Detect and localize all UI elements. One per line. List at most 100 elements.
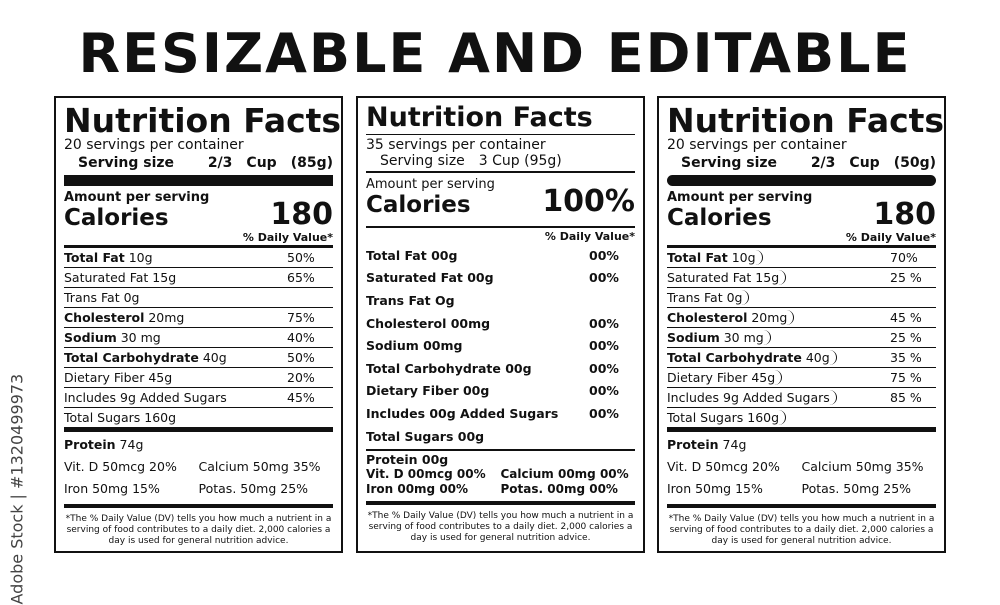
watermark: Adobe Stock | #1320499973 bbox=[7, 373, 27, 605]
label-heading: Nutrition Facts bbox=[667, 101, 945, 140]
serving-unit: Cup bbox=[849, 155, 880, 171]
nutrient-name: Sodium bbox=[667, 330, 720, 345]
nutrient: Saturated Fat 15g bbox=[667, 270, 787, 285]
nutrient-amount: 10g bbox=[731, 250, 756, 265]
nutrient-name: Trans Fat Og bbox=[366, 292, 455, 308]
nutrient-name: Total Carbohydrate 00g bbox=[366, 360, 532, 376]
footnote: *The % Daily Value (DV) tells you how mu… bbox=[65, 514, 332, 546]
nutrient: Dietary Fiber 45g bbox=[64, 370, 172, 385]
nutrition-label: Nutrition Facts 20 servings per container… bbox=[54, 96, 343, 553]
daily-value: 00% bbox=[589, 315, 619, 331]
nutrient-row: Total Fat 10g 70% bbox=[667, 248, 936, 268]
nutrient: Includes 9g Added Sugars bbox=[667, 390, 837, 405]
nutrient-amount: 20mg bbox=[148, 310, 185, 325]
vitamins: Vit. D 00mcg 00% Calcium 00mg 00% Iron 00m… bbox=[366, 467, 635, 497]
vitamins: Vit. D 50mcg 20% Calcium 50mg 35% Iron 50m… bbox=[667, 456, 936, 500]
nutrient-row: Trans Fat 0g bbox=[667, 288, 936, 308]
daily-value: 65% bbox=[287, 270, 315, 285]
nutrient-name: Saturated Fat 15g bbox=[667, 270, 780, 285]
daily-value: 25 % bbox=[890, 330, 922, 345]
daily-value: 40% bbox=[287, 330, 315, 345]
nutrient-row: Includes 9g Added Sugars 85 % bbox=[667, 388, 936, 408]
vitamin: Calcium 50mg 35% bbox=[801, 459, 924, 474]
calories-value: 100% bbox=[542, 184, 635, 219]
calories-intro: Amount per serving bbox=[64, 190, 210, 205]
vitamin: Calcium 00mg 00% bbox=[500, 467, 629, 482]
nutrition-label: Nutrition Facts 20 servings per container… bbox=[657, 96, 946, 553]
nutrition-label: Nutrition Facts 35 servings per container… bbox=[356, 96, 645, 553]
calories-left: Amount per serving Calories bbox=[64, 190, 209, 231]
nutrient-name: Total Sugars 160g bbox=[667, 410, 780, 425]
nutrient: Cholesterol 00mg bbox=[366, 316, 490, 331]
serving-amount: 2/3 Cup (85g) bbox=[194, 153, 333, 173]
nutrient-row: Cholesterol 20mg 45 % bbox=[667, 308, 936, 328]
serving-amount: 2/3 bbox=[207, 155, 233, 171]
vitamin: Iron 50mg 15% bbox=[64, 481, 160, 496]
serving-weight: (50g) bbox=[893, 155, 936, 171]
serving-size-label: Serving size bbox=[78, 155, 175, 171]
nutrient: Saturated Fat 15g bbox=[64, 270, 176, 285]
serving-unit: Cup bbox=[246, 155, 277, 171]
calories-intro: Amount per serving bbox=[366, 177, 495, 192]
vitamin: Vit. D 00mcg 00% bbox=[366, 467, 486, 482]
vitamin: Potas. 00mg 00% bbox=[500, 482, 618, 497]
daily-value: 00% bbox=[589, 270, 619, 286]
nutrient-amount: 30 mg bbox=[723, 330, 764, 345]
nutrient-name: Saturated Fat 15g bbox=[64, 270, 177, 285]
nutrient-name: Total Carbohydrate bbox=[64, 350, 199, 365]
daily-value: 25 % bbox=[890, 270, 922, 285]
nutrient-name: Includes 00g Added Sugars bbox=[366, 405, 559, 421]
serving-amount: 3 Cup (95g) bbox=[478, 153, 562, 169]
vitamin: Vit. D 50mcg 20% bbox=[667, 459, 780, 474]
nutrient-name: Saturated Fat 00g bbox=[366, 270, 494, 286]
thick-rule bbox=[64, 504, 333, 508]
vitamin: Iron 00mg 00% bbox=[366, 482, 469, 497]
nutrient-amount: 40g bbox=[805, 350, 830, 365]
nutrient-name: Dietary Fiber 45g bbox=[667, 370, 776, 385]
nutrient-name: Total Sugars 160g bbox=[64, 410, 177, 425]
nutrient-row: Saturated Fat 15g 65% bbox=[64, 268, 333, 288]
servings: 20 servings per container bbox=[64, 137, 244, 153]
nutrient-row: Total Sugars 160g bbox=[667, 408, 936, 432]
serving-size: Serving size 3 Cup (95g) bbox=[366, 153, 635, 169]
daily-value: 75% bbox=[287, 310, 315, 325]
nutrient-row: Dietary Fiber 45g 20% bbox=[64, 368, 333, 388]
footnote: *The % Daily Value (DV) tells you how mu… bbox=[367, 511, 634, 544]
label-heading: Nutrition Facts bbox=[366, 102, 593, 133]
nutrient-row: Total Fat 10g 50% bbox=[64, 248, 333, 268]
nutrient-name: Dietary Fiber 00g bbox=[366, 383, 490, 399]
nutrient: Total Sugars 00g bbox=[366, 429, 484, 444]
nutrient-row: Total Sugars 160g bbox=[64, 408, 333, 432]
protein-row: Protein 74g bbox=[64, 432, 333, 456]
protein-name: Protein 00g bbox=[366, 451, 449, 467]
footnote: *The % Daily Value (DV) tells you how mu… bbox=[668, 514, 935, 546]
calories-value: 180 bbox=[873, 197, 936, 232]
nutrient-row: Saturated Fat 15g 25 % bbox=[667, 268, 936, 288]
daily-value: 70% bbox=[890, 250, 918, 265]
nutrient-name: Total Fat bbox=[64, 250, 125, 265]
nutrient-amount: 20mg bbox=[751, 310, 788, 325]
daily-value: 45% bbox=[287, 390, 315, 405]
nutrient-row: Total Carbohydrate 40g 35 % bbox=[667, 348, 936, 368]
nutrient-row: Total Fat 00g 00% bbox=[366, 244, 635, 267]
calories-label: Calories bbox=[667, 205, 772, 231]
nutrient: Total Sugars 160g bbox=[64, 410, 176, 425]
nutrient-name: Total Carbohydrate bbox=[667, 350, 802, 365]
nutrient-row: Cholesterol 20mg 75% bbox=[64, 308, 333, 328]
nutrient: Sodium 30 mg bbox=[64, 330, 161, 345]
thick-rule bbox=[64, 175, 333, 186]
nutrient: Dietary Fiber 45g bbox=[667, 370, 783, 385]
nutrient-row: Total Sugars 00g bbox=[366, 425, 635, 448]
serving-amount: 3 Cup (95g) bbox=[465, 153, 562, 169]
nutrient: Total Carbohydrate 40g bbox=[64, 350, 227, 365]
nutrient-name: Total Fat 00g bbox=[366, 247, 458, 263]
nutrient: Dietary Fiber 00g bbox=[366, 383, 489, 398]
serving-size: Serving size 2/3 Cup (85g) bbox=[64, 153, 333, 173]
vitamin: Calcium 50mg 35% bbox=[198, 459, 321, 474]
nutrient-row: Sodium 30 mg 40% bbox=[64, 328, 333, 348]
thick-rule bbox=[366, 501, 635, 506]
dv-header: % Daily Value* bbox=[64, 231, 333, 248]
nutrient-name: Trans Fat 0g bbox=[667, 290, 743, 305]
thick-rule bbox=[667, 175, 936, 186]
vitamin: Potas. 50mg 25% bbox=[198, 481, 309, 496]
